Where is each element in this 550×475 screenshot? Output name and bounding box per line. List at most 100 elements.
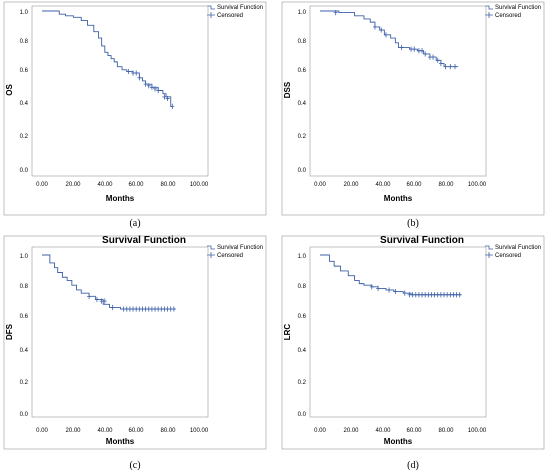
- panel-d-xlabel: Months: [384, 437, 413, 446]
- panel-b-censor-mark: [443, 64, 448, 70]
- panel-b-survival-curve: [320, 10, 459, 68]
- panel-a-survival-curve: [42, 10, 173, 107]
- panel-c-censor-mark: [87, 293, 92, 299]
- panel-a-ylabel: OS: [5, 84, 14, 96]
- panel-b-xtick-2: 40.00: [375, 182, 391, 188]
- panel-d-censor-mark: [402, 290, 407, 296]
- panel-b-ytick-5: 1.0: [298, 10, 307, 16]
- panel-d-ytick-0: 0.0: [298, 412, 307, 418]
- panel-d-marks: [320, 254, 462, 298]
- panel-b-ytick-0: 0.0: [298, 168, 307, 174]
- panel-b-xtick-0: 0.00: [314, 182, 326, 188]
- panel-a-plot-area: [31, 5, 209, 177]
- panel-d-ytick-2: 0.4: [298, 348, 307, 354]
- panel-d-legend: Survival Function Censored: [485, 245, 541, 259]
- panel-d-ytick-4: 0.8: [298, 284, 307, 290]
- panel-c-xtick-0: 0.00: [36, 428, 48, 434]
- panel-b-censor-mark: [448, 64, 453, 70]
- panel-d-xtick-4: 80.00: [438, 428, 454, 434]
- panel-d-xtick-5: 100.00: [468, 428, 487, 434]
- panel-d-censor-mark: [387, 287, 392, 293]
- panel-d-censor-mark: [376, 285, 381, 291]
- panel-b: Survival Function Censored 0.0 0.2 0.4 0…: [281, 1, 545, 229]
- panel-a-censor-mark: [153, 86, 158, 92]
- panel-c-legend-censored: Censored: [217, 253, 243, 259]
- panel-d-title: Survival Function: [380, 235, 464, 246]
- panel-a-ytick-2: 0.4: [20, 101, 29, 107]
- panel-b-censor-mark: [435, 57, 440, 63]
- panel-b-censor-mark: [379, 27, 384, 33]
- panel-d-caption: (d): [407, 460, 419, 471]
- panel-c-ytick-4: 0.8: [20, 284, 29, 290]
- panel-a-censor-mark: [165, 95, 170, 102]
- panel-a-legend-line: [207, 5, 215, 10]
- panel-a-xlabel: Months: [106, 194, 135, 203]
- panel-c-ytick-3: 0.6: [20, 314, 29, 320]
- panel-b-censor-mark: [399, 44, 404, 51]
- panel-d-y-ticks: 0.0 0.2 0.4 0.6 0.8 1.0: [298, 254, 307, 418]
- panel-d-legend-line: [485, 245, 493, 250]
- panel-c-censor-mark: [110, 304, 115, 311]
- panel-b-censor-mark: [412, 46, 417, 52]
- panel-a-ytick-5: 1.0: [20, 10, 29, 16]
- panel-b-censor-mark: [423, 51, 428, 57]
- panel-a-xtick-1: 20.00: [65, 182, 81, 188]
- panel-d-legend-censored: Censored: [495, 253, 521, 259]
- panel-d-x-ticks: 0.00 20.00 40.00 60.00 80.00 100.00: [314, 428, 487, 434]
- panel-c-plot-area: [31, 246, 209, 418]
- panel-a-censor-mark: [170, 103, 175, 109]
- panel-d-xtick-1: 20.00: [343, 428, 359, 434]
- panel-d-censor-mark: [393, 288, 398, 295]
- panel-b-censor-mark: [420, 48, 425, 54]
- panel-d-censor-mark: [457, 292, 462, 298]
- panel-a-xtick-0: 0.00: [36, 182, 48, 188]
- panel-a-legend-survival: Survival Function: [217, 5, 263, 11]
- panel-a-caption: (a): [129, 218, 140, 229]
- panel-c-ytick-2: 0.4: [20, 348, 29, 354]
- panel-c-ylabel: DFS: [5, 323, 14, 340]
- panel-b-caption: (b): [407, 218, 419, 229]
- panel-b-censor-mark: [453, 64, 458, 70]
- panel-c-frame: [3, 235, 267, 450]
- panel-a-xtick-2: 40.00: [97, 182, 113, 188]
- panel-b-ytick-1: 0.2: [298, 134, 307, 140]
- panel-c-xtick-1: 20.00: [65, 428, 81, 434]
- panel-a-frame: [3, 1, 267, 216]
- panel-c-marks: [42, 254, 176, 312]
- panel-b-xlabel: Months: [384, 194, 413, 203]
- panel-a-y-ticks: 0.0 0.2 0.4 0.6 0.8 1.0: [20, 10, 29, 174]
- panel-b-legend-censor: [485, 12, 493, 18]
- panel-c-censor-mark: [94, 296, 99, 303]
- panel-a-legend: Survival Function Censored: [207, 5, 263, 19]
- panel-d-legend-censor: [485, 252, 493, 258]
- panel-b-y-ticks: 0.0 0.2 0.4 0.6 0.8 1.0: [298, 10, 307, 174]
- panel-d-censor-mark: [369, 284, 374, 290]
- panel-a-ytick-1: 0.2: [20, 134, 29, 140]
- panel-c-ytick-0: 0.0: [20, 412, 29, 418]
- panel-d-ytick-3: 0.6: [298, 314, 307, 320]
- panel-d-survival-curve: [320, 254, 462, 296]
- panel-d-ylabel: LRC: [283, 324, 292, 341]
- panel-a-censor-mark: [134, 70, 139, 76]
- panel-b-ytick-4: 0.8: [298, 39, 307, 45]
- panel-b-marks: [320, 9, 459, 70]
- panel-d-ytick-5: 1.0: [298, 254, 307, 260]
- panel-b-legend-censored: Censored: [495, 13, 521, 19]
- panel-a-marks: [42, 10, 175, 109]
- panel-a-censor-mark: [162, 94, 167, 100]
- panel-d-ytick-1: 0.2: [298, 380, 307, 386]
- panel-a: Survival Function Censored 0.0 0.2 0.4 0…: [3, 1, 267, 229]
- panel-d-frame: [281, 235, 545, 450]
- panel-c-xtick-2: 40.00: [97, 428, 113, 434]
- panel-c-legend: Survival Function Censored: [207, 245, 263, 259]
- panel-a-xtick-4: 80.00: [160, 182, 176, 188]
- panel-a-ytick-0: 0.0: [20, 168, 29, 174]
- panel-b-x-ticks: 0.00 20.00 40.00 60.00 80.00 100.00: [314, 182, 487, 188]
- panel-a-censor-mark: [126, 68, 131, 75]
- panel-b-plot-area: [309, 5, 487, 177]
- panel-b-xtick-1: 20.00: [343, 182, 359, 188]
- panel-a-censor-mark: [137, 75, 142, 81]
- panel-d-xtick-2: 40.00: [375, 428, 391, 434]
- panel-b-censor-mark: [383, 32, 388, 38]
- panel-b-censor-mark: [438, 60, 443, 67]
